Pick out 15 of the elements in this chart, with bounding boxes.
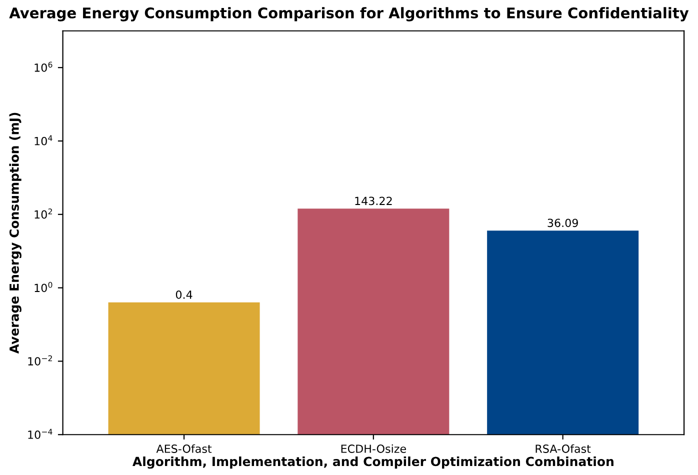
y-tick-label: 10$^{−4}$ (28, 428, 52, 439)
x-tick-label: RSA-Ofast (536, 444, 591, 453)
data-label: 143.22 (355, 196, 392, 206)
y-axis-title: Average Energy Consumption (mJ) (9, 112, 22, 354)
x-axis-title: Algorithm, Implementation, and Compiler Optimization Combination (132, 456, 614, 469)
data-label: 36.09 (548, 218, 578, 228)
chart-title: Average Energy Consumption Comparison for Algorithms to Ensure Confidentiality (9, 7, 689, 22)
y-tick-label: 10$^{6}$ (34, 62, 52, 72)
y-tick-label: 10$^{0}$ (34, 282, 52, 292)
y-tick-label: 10$^{−2}$ (28, 355, 52, 366)
y-tick-label: 10$^{2}$ (34, 208, 52, 219)
x-tick-label: ECDH-Osize (341, 444, 406, 453)
x-tick-label: AES-Ofast (156, 444, 212, 453)
data-label: 0.4 (176, 290, 192, 299)
y-tick-label: 10$^{4}$ (34, 135, 52, 146)
